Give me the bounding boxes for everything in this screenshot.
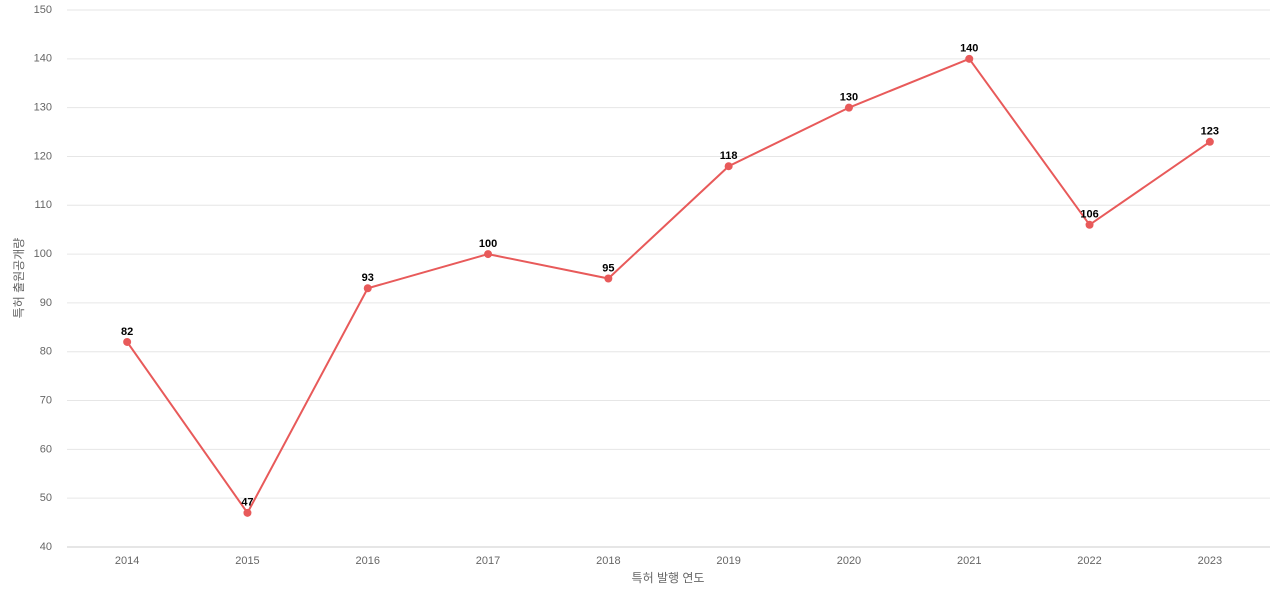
y-tick-label: 40	[40, 541, 52, 553]
value-label: 123	[1201, 126, 1219, 138]
point	[724, 162, 733, 171]
point	[243, 508, 252, 517]
value-label: 82	[121, 326, 133, 338]
y-axis-label: 특허 출원공개량	[12, 238, 26, 319]
point	[604, 274, 613, 283]
point	[1205, 137, 1214, 146]
y-tick-label: 80	[40, 346, 52, 358]
value-label: 95	[602, 262, 614, 274]
point	[844, 103, 853, 112]
point	[363, 284, 372, 293]
point	[123, 337, 132, 346]
y-tick-label: 100	[34, 248, 52, 260]
y-tick-label: 90	[40, 297, 52, 309]
y-tick-label: 120	[34, 150, 52, 162]
y-tick-label: 140	[34, 53, 52, 65]
value-label: 118	[720, 150, 738, 162]
x-tick-label: 2016	[356, 555, 380, 567]
x-axis-label: 특허 발행 연도	[632, 570, 705, 585]
x-tick-label: 2021	[957, 555, 981, 567]
y-tick-label: 60	[40, 443, 52, 455]
point	[965, 54, 974, 63]
y-tick-label: 70	[40, 394, 52, 406]
x-tick-label: 2015	[235, 555, 259, 567]
x-tick-label: 2014	[115, 555, 139, 567]
value-label: 93	[362, 272, 374, 284]
value-label: 106	[1080, 209, 1098, 221]
y-tick-label: 110	[34, 199, 52, 211]
x-tick-label: 2023	[1198, 555, 1222, 567]
value-label: 100	[479, 238, 497, 250]
y-tick-label: 50	[40, 492, 52, 504]
value-label: 130	[840, 92, 858, 104]
x-tick-label: 2018	[596, 555, 620, 567]
line	[126, 57, 1211, 515]
x-tick-label: 2019	[716, 555, 740, 567]
y-tick-label: 150	[34, 4, 52, 16]
x-tick-label: 2020	[837, 555, 861, 567]
value-label: 140	[960, 43, 978, 55]
point	[484, 250, 493, 259]
x-tick-label: 2022	[1077, 555, 1101, 567]
point	[1085, 220, 1094, 229]
value-label: 47	[241, 497, 253, 509]
y-tick-label: 130	[34, 102, 52, 114]
x-tick-label: 2017	[476, 555, 500, 567]
